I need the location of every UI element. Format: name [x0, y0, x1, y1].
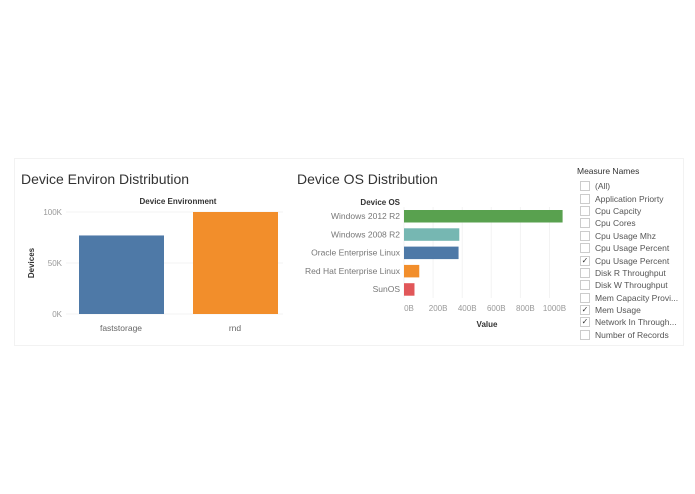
y-axis-label: Devices [27, 247, 36, 278]
filter-item-label: Cpu Cores [595, 218, 636, 229]
checkbox[interactable] [580, 230, 590, 241]
bar-rnd [193, 212, 278, 314]
filter-item-label: Mem Capacity Provi... [595, 292, 679, 303]
bar-faststorage [79, 235, 164, 314]
y-tick-label: Oracle Enterprise Linux [311, 248, 401, 258]
filter-item[interactable]: Application Priorty [577, 192, 678, 204]
checkbox[interactable] [580, 292, 590, 303]
checkbox[interactable] [580, 193, 590, 204]
filter-title: Measure Names [577, 166, 640, 176]
filter-item-label: (All) [595, 181, 611, 192]
filter-item[interactable]: ✓ Cpu Usage Percent [577, 254, 678, 266]
checkbox[interactable]: ✓ [580, 255, 590, 266]
bar-os-3 [404, 264, 420, 278]
checkbox[interactable]: ✓ [580, 317, 590, 328]
env-chart-title: Device Environ Distribution [21, 171, 190, 187]
os-chart-title: Device OS Distribution [297, 171, 438, 187]
filter-item-label: Disk W Throughput [595, 280, 668, 291]
filter-item-label: Disk R Throughput [595, 267, 666, 278]
filter-item[interactable]: ✓ Network In Through... [577, 316, 678, 328]
filter-item[interactable]: Cpu Cores [577, 217, 678, 229]
filter-item[interactable]: Disk R Throughput [577, 267, 678, 279]
x-tick-label: 600B [487, 304, 506, 313]
checkbox[interactable] [580, 267, 590, 278]
y-tick-label: Red Hat Enterprise Linux [305, 266, 401, 276]
y-tick-label: 100K [43, 208, 62, 217]
filter-item-label: Cpu Usage Mhz [595, 230, 656, 241]
checkbox[interactable] [580, 329, 590, 340]
filter-item-label: Number of Records [595, 329, 669, 340]
x-tick-label: 400B [458, 304, 477, 313]
checkbox[interactable]: ✓ [580, 305, 590, 316]
y-tick-label: Windows 2008 R2 [331, 229, 400, 239]
filter-item[interactable]: Mem Capacity Provi... [577, 292, 678, 304]
x-tick-label: 0B [404, 304, 414, 313]
filter-item-label: Mem Usage [595, 305, 641, 316]
y-tick-label: Windows 2012 R2 [331, 211, 400, 221]
checkbox[interactable] [580, 280, 590, 291]
checkbox[interactable] [580, 205, 590, 216]
bar-os-1 [404, 228, 460, 241]
measure-names-filter: Measure Names (All) Application Priorty Cp… [577, 166, 678, 341]
filter-item-label: Cpu Usage Percent [595, 255, 670, 266]
filter-item-label: Cpu Capcity [595, 205, 642, 216]
checkbox[interactable] [580, 243, 590, 254]
filter-item[interactable]: (All) [577, 180, 678, 192]
filter-item[interactable]: Disk W Throughput [577, 279, 678, 291]
y-tick-label: SunOS [373, 284, 401, 294]
x-tick-label: faststorage [100, 323, 142, 333]
filter-item[interactable]: Cpu Capcity [577, 205, 678, 217]
dashboard-panel [14, 158, 684, 346]
x-tick-label: 200B [429, 304, 448, 313]
bar-os-4 [404, 283, 415, 296]
x-axis-label: Value [477, 320, 498, 329]
x-tick-label: 1000B [543, 304, 566, 313]
filter-item[interactable]: Cpu Usage Percent [577, 242, 678, 254]
filter-item-label: Cpu Usage Percent [595, 243, 670, 254]
bar-os-2 [404, 246, 459, 260]
y-tick-label: 0K [52, 310, 62, 319]
x-header: Device Environment [140, 197, 217, 206]
y-header: Device OS [360, 198, 400, 207]
x-tick-label: 800B [516, 304, 535, 313]
filter-item-label: Application Priorty [595, 193, 664, 204]
bar-os-0 [404, 210, 563, 223]
y-tick-label: 50K [48, 259, 63, 268]
filter-item-label: Network In Through... [595, 317, 677, 328]
filter-item[interactable]: Number of Records [577, 329, 678, 341]
checkbox[interactable] [580, 181, 590, 192]
filter-item[interactable]: Cpu Usage Mhz [577, 230, 678, 242]
filter-item[interactable]: ✓ Mem Usage [577, 304, 678, 316]
x-tick-label: rnd [229, 323, 242, 333]
checkbox[interactable] [580, 218, 590, 229]
